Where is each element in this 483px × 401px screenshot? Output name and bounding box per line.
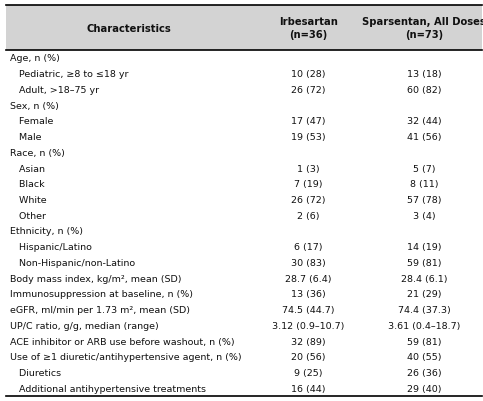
Text: UP/C ratio, g/g, median (range): UP/C ratio, g/g, median (range): [10, 321, 158, 330]
Bar: [6, 67, 482, 82]
Bar: [6, 208, 482, 223]
Text: 74.4 (37.3): 74.4 (37.3): [398, 306, 451, 314]
Text: 21 (29): 21 (29): [407, 290, 441, 299]
Text: 41 (56): 41 (56): [407, 133, 441, 142]
Text: Adult, >18–75 yr: Adult, >18–75 yr: [10, 86, 99, 95]
Bar: [6, 349, 482, 365]
Text: Use of ≥1 diuretic/antihypertensive agent, n (%): Use of ≥1 diuretic/antihypertensive agen…: [10, 352, 242, 361]
Text: 26 (36): 26 (36): [407, 368, 441, 377]
Text: 40 (55): 40 (55): [407, 352, 441, 361]
Text: Non-Hispanic/non-Latino: Non-Hispanic/non-Latino: [10, 258, 135, 267]
Text: 9 (25): 9 (25): [295, 368, 323, 377]
Text: 29 (40): 29 (40): [407, 384, 441, 393]
Text: Ethnicity, n (%): Ethnicity, n (%): [10, 227, 83, 236]
Text: 59 (81): 59 (81): [407, 337, 441, 346]
Bar: [6, 130, 482, 145]
Text: Sex, n (%): Sex, n (%): [10, 101, 58, 110]
Bar: [6, 381, 482, 396]
Text: Black: Black: [10, 180, 44, 189]
Bar: [6, 255, 482, 271]
Text: 26 (72): 26 (72): [291, 196, 326, 205]
Text: Immunosuppression at baseline, n (%): Immunosuppression at baseline, n (%): [10, 290, 193, 299]
Text: 1 (3): 1 (3): [298, 164, 320, 173]
Text: Diuretics: Diuretics: [10, 368, 61, 377]
Bar: [6, 223, 482, 239]
Text: 14 (19): 14 (19): [407, 243, 441, 251]
Bar: [6, 161, 482, 176]
Text: 19 (53): 19 (53): [291, 133, 326, 142]
Text: 13 (36): 13 (36): [291, 290, 326, 299]
Text: Race, n (%): Race, n (%): [10, 148, 65, 158]
Text: Pediatric, ≥8 to ≤18 yr: Pediatric, ≥8 to ≤18 yr: [10, 70, 128, 79]
Text: 30 (83): 30 (83): [291, 258, 326, 267]
Text: 60 (82): 60 (82): [407, 86, 441, 95]
Text: White: White: [10, 196, 46, 205]
Text: 16 (44): 16 (44): [291, 384, 326, 393]
Text: 32 (44): 32 (44): [407, 117, 441, 126]
Text: Other: Other: [10, 211, 46, 220]
Text: Additional antihypertensive treatments: Additional antihypertensive treatments: [10, 384, 206, 393]
Text: 20 (56): 20 (56): [291, 352, 326, 361]
Bar: [6, 82, 482, 98]
Bar: [6, 365, 482, 381]
Text: 74.5 (44.7): 74.5 (44.7): [283, 306, 335, 314]
Text: 13 (18): 13 (18): [407, 70, 441, 79]
Text: 2 (6): 2 (6): [298, 211, 320, 220]
Text: 5 (7): 5 (7): [413, 164, 435, 173]
Text: 8 (11): 8 (11): [410, 180, 439, 189]
Text: 3 (4): 3 (4): [413, 211, 436, 220]
Bar: [6, 145, 482, 161]
Bar: [6, 333, 482, 349]
Bar: [6, 302, 482, 318]
Bar: [6, 192, 482, 208]
Text: 6 (17): 6 (17): [295, 243, 323, 251]
Bar: [6, 286, 482, 302]
Bar: [6, 6, 482, 51]
Bar: [6, 98, 482, 113]
Bar: [6, 271, 482, 286]
Text: 26 (72): 26 (72): [291, 86, 326, 95]
Text: 3.12 (0.9–10.7): 3.12 (0.9–10.7): [272, 321, 345, 330]
Text: Female: Female: [10, 117, 53, 126]
Text: Irbesartan
(n=36): Irbesartan (n=36): [279, 17, 338, 40]
Text: 17 (47): 17 (47): [291, 117, 326, 126]
Text: Male: Male: [10, 133, 41, 142]
Text: 59 (81): 59 (81): [407, 258, 441, 267]
Text: 28.7 (6.4): 28.7 (6.4): [285, 274, 332, 283]
Text: eGFR, ml/min per 1.73 m², mean (SD): eGFR, ml/min per 1.73 m², mean (SD): [10, 306, 190, 314]
Text: Sparsentan, All Doses
(n=73): Sparsentan, All Doses (n=73): [362, 17, 483, 40]
Text: 57 (78): 57 (78): [407, 196, 441, 205]
Text: ACE inhibitor or ARB use before washout, n (%): ACE inhibitor or ARB use before washout,…: [10, 337, 234, 346]
Text: 3.61 (0.4–18.7): 3.61 (0.4–18.7): [388, 321, 460, 330]
Bar: [6, 51, 482, 67]
Text: 10 (28): 10 (28): [291, 70, 326, 79]
Text: Asian: Asian: [10, 164, 44, 173]
Bar: [6, 113, 482, 130]
Bar: [6, 318, 482, 333]
Bar: [6, 176, 482, 192]
Bar: [6, 239, 482, 255]
Text: Age, n (%): Age, n (%): [10, 54, 59, 63]
Text: Characteristics: Characteristics: [86, 24, 171, 33]
Text: 7 (19): 7 (19): [295, 180, 323, 189]
Text: Body mass index, kg/m², mean (SD): Body mass index, kg/m², mean (SD): [10, 274, 181, 283]
Text: 32 (89): 32 (89): [291, 337, 326, 346]
Text: Hispanic/Latino: Hispanic/Latino: [10, 243, 92, 251]
Text: 28.4 (6.1): 28.4 (6.1): [401, 274, 447, 283]
